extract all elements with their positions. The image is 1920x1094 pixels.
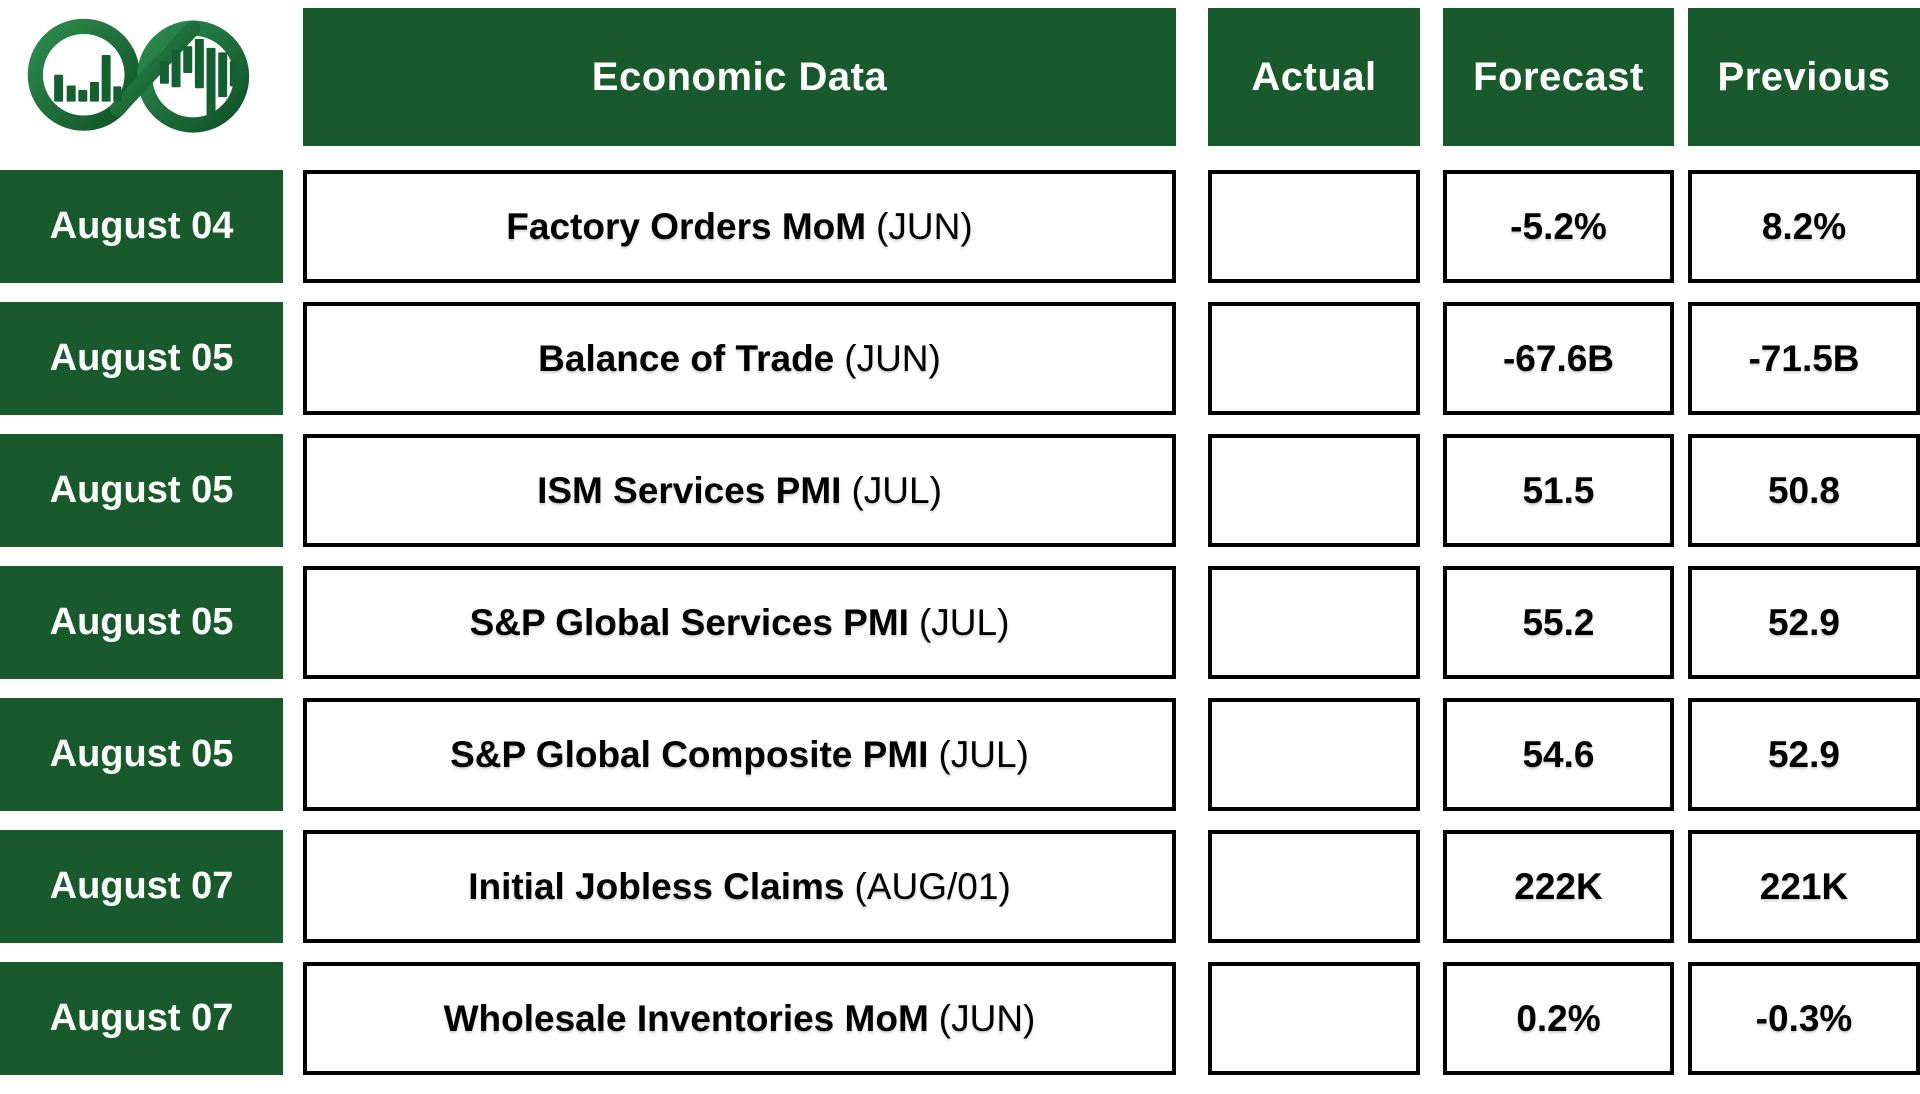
- forecast-cell: 54.6: [1443, 698, 1674, 811]
- actual-cell: [1208, 170, 1420, 283]
- logo-cell: [0, 8, 283, 146]
- date-cell: August 05: [0, 566, 283, 679]
- indicator-name: Initial Jobless Claims: [468, 865, 845, 907]
- actual-cell: [1208, 302, 1420, 415]
- indicator-cell: S&P Global Services PMI (JUL): [303, 566, 1176, 679]
- indicator-period: (JUL): [851, 469, 942, 511]
- forecast-cell: 222K: [1443, 830, 1674, 943]
- previous-cell: 50.8: [1688, 434, 1920, 547]
- forecast-cell: 55.2: [1443, 566, 1674, 679]
- indicator-name: ISM Services PMI: [537, 469, 842, 511]
- table-row: August 05 S&P Global Composite PMI (JUL)…: [0, 698, 1920, 811]
- indicator-cell: Initial Jobless Claims (AUG/01): [303, 830, 1176, 943]
- actual-cell: [1208, 830, 1420, 943]
- indicator-name: S&P Global Services PMI: [469, 601, 909, 643]
- indicator-name: Factory Orders MoM: [506, 205, 867, 247]
- table-row: August 05 Balance of Trade (JUN) -67.6B …: [0, 302, 1920, 415]
- date-cell: August 04: [0, 170, 283, 283]
- table-row: August 04 Factory Orders MoM (JUN) -5.2%…: [0, 170, 1920, 283]
- forecast-cell: 51.5: [1443, 434, 1674, 547]
- date-cell: August 07: [0, 962, 283, 1075]
- table-row: August 07 Initial Jobless Claims (AUG/01…: [0, 830, 1920, 943]
- table-header: Economic Data Actual Forecast Previous: [0, 8, 1920, 146]
- table-row: August 05 ISM Services PMI (JUL) 51.5 50…: [0, 434, 1920, 547]
- indicator-period: (AUG/01): [854, 865, 1011, 907]
- actual-cell: [1208, 962, 1420, 1075]
- previous-cell: 221K: [1688, 830, 1920, 943]
- previous-cell: -71.5B: [1688, 302, 1920, 415]
- indicator-period: (JUL): [918, 601, 1010, 643]
- date-cell: August 05: [0, 434, 283, 547]
- forecast-cell: -5.2%: [1443, 170, 1674, 283]
- forecast-cell: -67.6B: [1443, 302, 1674, 415]
- indicator-cell: S&P Global Composite PMI (JUL): [303, 698, 1176, 811]
- indicator-period: (JUN): [844, 337, 941, 379]
- indicator-period: (JUN): [938, 997, 1036, 1039]
- indicator-period: (JUN): [876, 205, 973, 247]
- previous-cell: 8.2%: [1688, 170, 1920, 283]
- actual-cell: [1208, 698, 1420, 811]
- indicator-period: (JUL): [938, 733, 1029, 775]
- economic-calendar-table: Economic Data Actual Forecast Previous A…: [0, 8, 1920, 1094]
- previous-cell: 52.9: [1688, 566, 1920, 679]
- table-row: August 05 S&P Global Services PMI (JUL) …: [0, 566, 1920, 679]
- table-body: August 04 Factory Orders MoM (JUN) -5.2%…: [0, 170, 1920, 1075]
- indicator-cell: Wholesale Inventories MoM (JUN): [303, 962, 1176, 1075]
- indicator-cell: Factory Orders MoM (JUN): [303, 170, 1176, 283]
- indicator-name: Balance of Trade: [538, 337, 835, 379]
- indicator-cell: Balance of Trade (JUN): [303, 302, 1176, 415]
- table-row: August 07 Wholesale Inventories MoM (JUN…: [0, 962, 1920, 1075]
- column-header-economic-data: Economic Data: [303, 8, 1176, 146]
- indicator-name: Wholesale Inventories MoM: [443, 997, 929, 1039]
- date-cell: August 05: [0, 698, 283, 811]
- actual-cell: [1208, 566, 1420, 679]
- date-cell: August 07: [0, 830, 283, 943]
- previous-cell: 52.9: [1688, 698, 1920, 811]
- column-header-forecast: Forecast: [1443, 8, 1674, 146]
- column-header-previous: Previous: [1688, 8, 1920, 146]
- column-header-actual: Actual: [1208, 8, 1420, 146]
- date-cell: August 05: [0, 302, 283, 415]
- previous-cell: -0.3%: [1688, 962, 1920, 1075]
- actual-cell: [1208, 434, 1420, 547]
- infinity-bar-chart-logo-icon: [27, 18, 249, 133]
- forecast-cell: 0.2%: [1443, 962, 1674, 1075]
- indicator-cell: ISM Services PMI (JUL): [303, 434, 1176, 547]
- indicator-name: S&P Global Composite PMI: [450, 733, 929, 775]
